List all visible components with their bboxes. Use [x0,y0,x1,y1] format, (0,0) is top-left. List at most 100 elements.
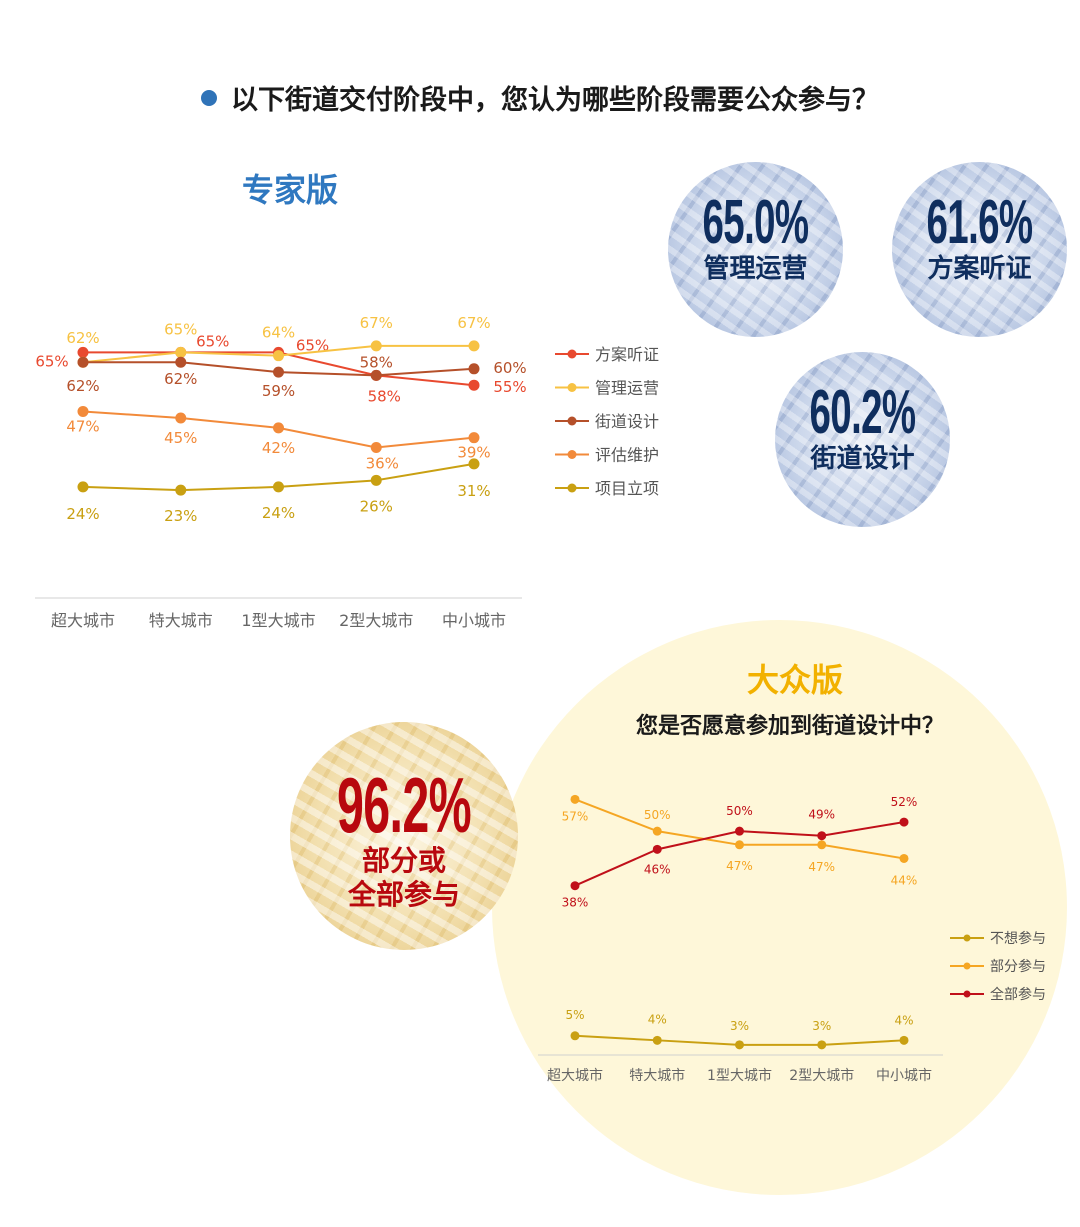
badge-label: 方案听证 [927,254,1032,284]
public-badge-participation: 96.2% 部分或 全部参与 [290,722,518,950]
data-point [735,840,744,850]
data-label: 26% [360,497,393,515]
badge-value: 96.2% [336,761,472,849]
data-point [468,458,480,470]
legend-marker [963,990,971,998]
expert-badge-design: 60.2% 街道设计 [775,352,950,527]
bullet-dot-icon [201,90,217,106]
data-label: 47% [726,859,753,873]
data-label: 58% [368,387,401,405]
legend-marker [567,383,577,392]
legend-marker [567,450,577,459]
data-label: 65% [196,332,229,350]
data-label: 24% [66,505,99,523]
data-point [468,432,480,444]
survey-question-text: 以下街道交付阶段中，您认为哪些阶段需要公众参与？ [231,85,879,116]
data-label: 67% [360,314,393,332]
legend-label: 部分参与 [990,958,1046,975]
data-label: 62% [66,329,99,347]
legend-marker [963,934,971,942]
data-point [652,844,662,854]
data-label: 60% [493,359,526,377]
data-point [175,412,187,424]
badge-value: 61.6% [926,188,1034,257]
expert-badge-hearing: 61.6% 方案听证 [892,162,1067,337]
data-label: 31% [457,482,490,500]
x-tick-label: 特大城市 [629,1067,685,1084]
x-tick-label: 超大城市 [547,1067,603,1084]
legend-label: 评估维护 [595,445,659,464]
data-label: 49% [808,808,835,822]
data-point [370,340,382,352]
data-point [570,1031,580,1041]
legend-label: 管理运营 [595,378,659,397]
data-label: 58% [360,353,393,371]
public-line-chart: 超大城市 特大城市 1型大城市 2型大城市 中小城市 5% 4% 3% 3% 4% 57% 50% 47… [538,794,1046,1084]
data-label: 47% [66,417,99,435]
data-point [468,379,480,391]
data-label: 4% [894,1013,913,1027]
data-point [370,474,382,486]
data-point [817,840,827,850]
data-label: 36% [366,455,399,473]
data-label: 39% [457,444,490,462]
data-label: 3% [730,1019,749,1033]
data-label: 23% [164,507,197,525]
legend-label: 方案听证 [595,345,659,364]
badge-value: 60.2% [809,378,917,447]
data-point [77,346,89,358]
data-label: 67% [457,314,490,332]
data-label: 4% [648,1012,667,1026]
legend-label: 街道设计 [595,412,659,431]
data-point [735,1040,744,1050]
data-label: 45% [164,429,197,447]
badge-value: 65.0% [702,188,810,257]
data-label: 59% [262,382,295,400]
data-label: 42% [262,439,295,457]
data-label: 55% [493,378,526,396]
data-label: 50% [726,804,753,818]
data-point [899,853,909,863]
data-point [735,826,744,836]
data-point [370,369,382,381]
legend-marker [567,349,577,359]
data-point [273,481,284,493]
data-point [570,794,580,804]
data-point [77,356,89,368]
data-point [175,356,187,368]
data-label: 62% [66,377,99,395]
legend-marker [567,416,577,426]
public-question: 您是否愿意参加到街道设计中？ [635,714,944,739]
data-label: 44% [891,873,918,887]
x-tick-label: 1型大城市 [707,1067,772,1084]
x-tick-label: 2型大城市 [339,611,413,630]
x-tick-label: 中小城市 [442,611,506,630]
data-label: 47% [808,860,835,874]
x-tick-label: 2型大城市 [789,1067,854,1084]
data-point [652,1035,662,1045]
x-tick-label: 1型大城市 [241,611,315,630]
legend-label: 不想参与 [990,930,1046,947]
x-tick-label: 特大城市 [149,611,213,630]
data-point [273,366,284,378]
data-point [570,881,580,891]
data-point [370,442,382,454]
data-label: 57% [562,809,589,823]
data-point [817,1040,827,1050]
badge-label: 管理运营 [703,254,808,284]
expert-badge-management: 65.0% 管理运营 [668,162,843,337]
data-label: 50% [644,808,671,822]
legend-marker [567,483,577,493]
badge-label: 街道设计 [810,444,915,474]
data-label: 3% [812,1019,831,1033]
data-label: 52% [891,795,918,809]
data-point [817,831,827,841]
expert-version-title: 专家版 [241,171,338,209]
survey-question: 以下街道交付阶段中，您认为哪些阶段需要公众参与？ [0,78,1080,117]
data-point [77,481,89,493]
data-point [899,1035,909,1045]
data-label: 38% [562,896,589,910]
badge-label-line1: 部分或 [361,844,446,877]
data-label: 65% [296,336,329,354]
data-point [175,346,187,358]
